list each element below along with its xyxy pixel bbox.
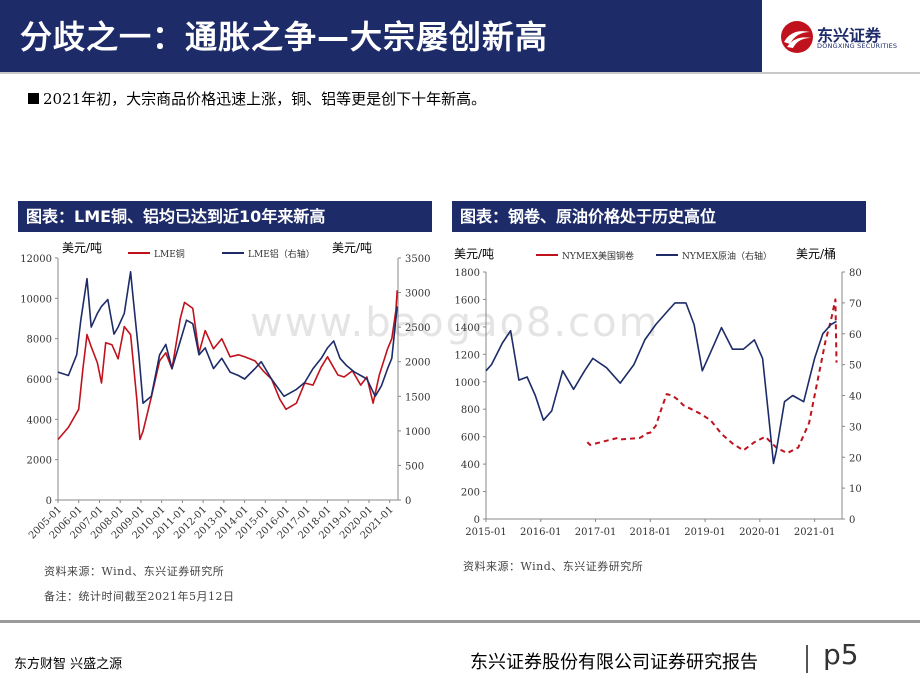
right-y-tick-label: 2000 [405, 358, 430, 369]
left-y-tick-label: 1600 [455, 295, 480, 306]
header-divider [0, 72, 920, 74]
series-line-1 [586, 298, 838, 455]
footer-divider [0, 620, 920, 623]
steel-oil-chart: 0 200 400 600 800 1000 1200 1400 1600 1800 0 10 20 30… [454, 246, 862, 538]
right-y-tick-label: 500 [405, 461, 424, 472]
left-unit-label: 美元/吨 [454, 247, 494, 261]
right-y-tick-label: 3000 [405, 289, 430, 300]
left-y-tick-label: 8000 [27, 335, 52, 346]
page-number: p5 [823, 638, 859, 671]
left-y-tick-label: 12000 [20, 254, 52, 265]
x-tick-label: 2015-01 [465, 527, 507, 538]
right-y-tick-label: 70 [849, 299, 862, 310]
series-line-2 [485, 302, 837, 465]
right-y-tick-label: 50 [849, 361, 862, 372]
x-tick-label: 2021-01 [794, 527, 836, 538]
right-unit-label: 美元/吨 [332, 241, 372, 255]
logo-text-cn: 东兴证券 [817, 26, 882, 45]
bullet-square-icon [28, 93, 39, 104]
left-note: 备注：统计时间截至2021年5月12日 [44, 590, 235, 603]
left-y-tick-label: 200 [461, 488, 480, 499]
copper-aluminum-chart: 0 2000 4000 6000 8000 10000 12000 0 500 1000 1500 2… [20, 241, 430, 542]
series-line-2 [57, 270, 398, 404]
left-y-tick-label: 1400 [455, 323, 480, 334]
footer-company: 东兴证券股份有限公司证券研究报告 [470, 652, 758, 673]
left-chart-title-bar: 图表：LME铜、铝均已达到近10年来新高 [18, 201, 432, 232]
right-y-tick-label: 0 [405, 496, 411, 507]
right-y-tick-label: 1000 [405, 427, 430, 438]
right-source: 资料来源：Wind、东兴证券研究所 [463, 560, 644, 573]
right-y-tick-label: 0 [849, 515, 855, 526]
left-y-tick-label: 1000 [455, 378, 480, 389]
left-y-tick-label: 800 [461, 405, 480, 416]
right-y-tick-label: 30 [849, 422, 862, 433]
footer-separator [806, 645, 808, 673]
footer-slogan: 东方财智 兴盛之源 [14, 657, 123, 672]
right-y-tick-label: 2500 [405, 323, 430, 334]
left-y-tick-label: 600 [461, 433, 480, 444]
left-y-tick-label: 0 [474, 515, 480, 526]
left-y-tick-label: 10000 [20, 294, 52, 305]
right-chart-title: 图表：钢卷、原油价格处于历史高位 [460, 207, 717, 226]
left-unit-label: 美元/吨 [62, 241, 102, 255]
header-bar: 分歧之一：通胀之争—大宗屡创新高 [0, 0, 762, 72]
x-tick-label: 2018-01 [630, 527, 672, 538]
right-y-tick-label: 60 [849, 330, 862, 341]
legend-label: LME铝（右轴） [248, 248, 315, 260]
left-y-tick-label: 400 [461, 460, 480, 471]
legend-label: NYMEX美国钢卷 [562, 250, 634, 262]
legend-label: LME铜 [154, 248, 185, 260]
summary-bullet: 2021年初，大宗商品价格迅速上涨，铜、铝等更是创下十年新高。 [28, 88, 486, 109]
left-y-tick-label: 0 [46, 496, 52, 507]
watermark: www.baogao8.com [250, 300, 660, 346]
left-y-tick-label: 1800 [455, 268, 480, 279]
right-y-tick-label: 1500 [405, 392, 430, 403]
left-y-tick-label: 2000 [27, 456, 52, 467]
right-y-tick-label: 3500 [405, 254, 430, 265]
summary-text: 2021年初，大宗商品价格迅速上涨，铜、铝等更是创下十年新高。 [43, 90, 487, 108]
x-tick-label: 2017-01 [575, 527, 617, 538]
series-line-1 [57, 290, 398, 441]
right-y-tick-label: 10 [849, 484, 862, 495]
x-tick-label: 2020-01 [739, 527, 781, 538]
logo-text-en: DONGXING SECURITIES [817, 42, 898, 50]
left-source: 资料来源：Wind、东兴证券研究所 [44, 565, 225, 578]
right-y-tick-label: 40 [849, 392, 862, 403]
x-tick-label: 2016-01 [520, 527, 562, 538]
left-y-tick-label: 4000 [27, 415, 52, 426]
logo-swirl-icon [781, 21, 813, 53]
company-logo: 东兴证券 DONGXING SECURITIES [762, 0, 920, 72]
right-unit-label: 美元/桶 [796, 246, 836, 261]
left-y-tick-label: 1200 [455, 350, 480, 361]
page-title: 分歧之一：通胀之争—大宗屡创新高 [20, 18, 549, 56]
x-tick-label: 2019-01 [684, 527, 726, 538]
right-y-tick-label: 80 [849, 268, 862, 279]
left-chart-title: 图表：LME铜、铝均已达到近10年来新高 [26, 207, 326, 226]
right-y-tick-label: 20 [849, 453, 862, 464]
right-chart-title-bar: 图表：钢卷、原油价格处于历史高位 [452, 201, 866, 232]
left-y-tick-label: 6000 [27, 375, 52, 386]
legend-label: NYMEX原油（右轴） [682, 250, 772, 262]
